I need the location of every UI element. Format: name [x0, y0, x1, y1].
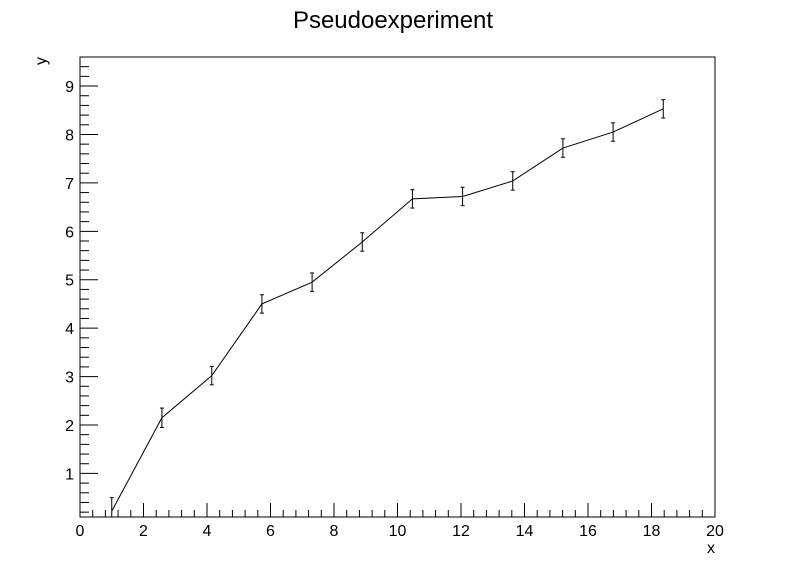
x-tick-label: 4 [203, 523, 212, 540]
x-tick-label: 16 [579, 523, 597, 540]
y-tick-label: 3 [65, 370, 74, 387]
y-tick-label: 2 [65, 418, 74, 435]
y-tick-label: 4 [65, 321, 74, 338]
data-series [109, 99, 666, 517]
y-axis-title: y [33, 57, 50, 65]
plot-frame [79, 56, 716, 518]
y-tick-label: 5 [65, 273, 74, 290]
x-tick-label: 10 [389, 523, 407, 540]
y-tick-label: 7 [65, 176, 74, 193]
x-tick-label: 12 [452, 523, 470, 540]
x-tick-label: 20 [706, 523, 724, 540]
x-tick-label: 0 [76, 523, 85, 540]
x-tick-label: 18 [643, 523, 661, 540]
y-tick-label: 9 [65, 79, 74, 96]
series-line [111, 108, 664, 512]
x-tick-label: 2 [139, 523, 148, 540]
x-tick-label: 8 [330, 523, 339, 540]
y-tick-label: 1 [65, 466, 74, 483]
x-tick-label: 14 [516, 523, 534, 540]
y-tick-label: 8 [65, 127, 74, 144]
chart-title: Pseudoexperiment [293, 7, 493, 34]
x-tick-label: 6 [266, 523, 275, 540]
y-axis: 1 2 3 4 5 6 7 8 9 [65, 56, 98, 513]
x-axis-title: x [707, 540, 715, 557]
y-tick-label: 6 [65, 224, 74, 241]
x-axis: 0 2 4 6 8 10 12 14 16 18 20 [76, 503, 724, 540]
